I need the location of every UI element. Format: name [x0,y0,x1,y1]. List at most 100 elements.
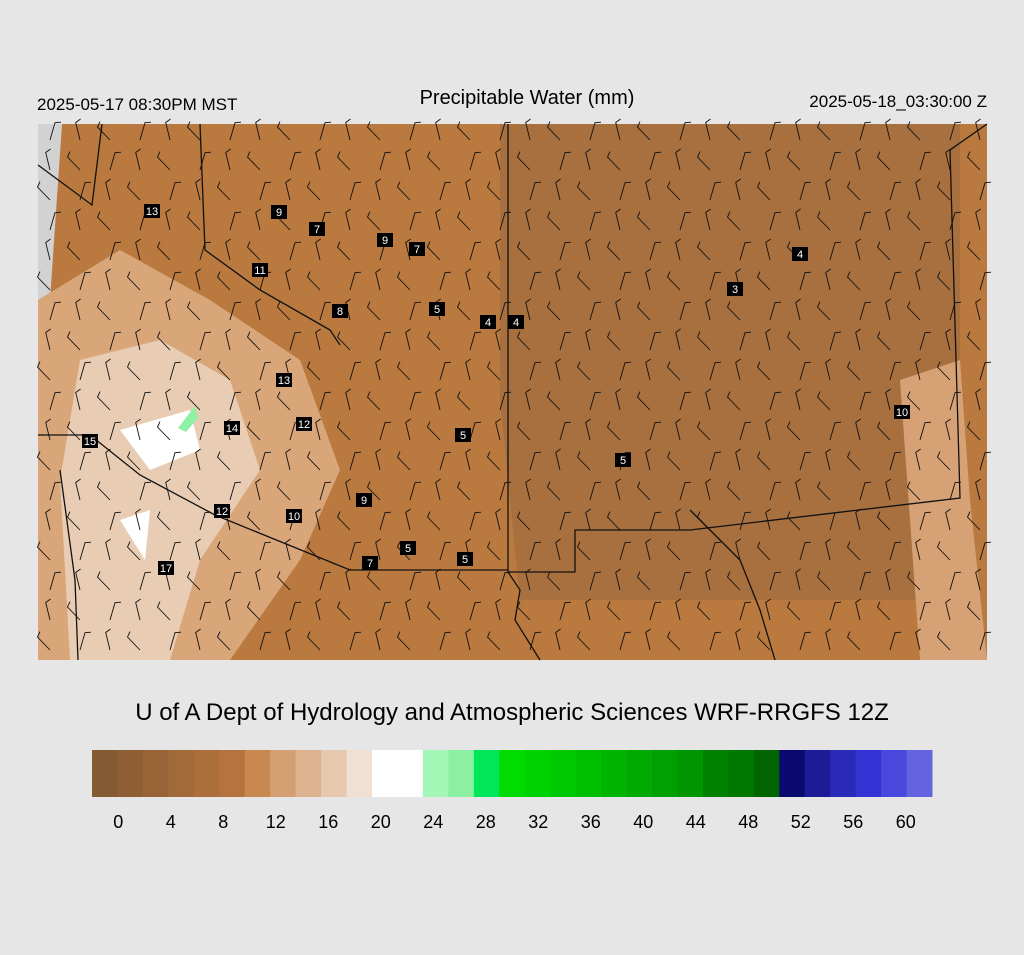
wind-barb [829,151,842,171]
wind-barb [96,211,111,231]
label-box [276,373,292,387]
colorbar-swatch [499,750,526,797]
wind-barb [109,421,122,441]
wind-barb [979,361,992,381]
wind-barb [906,211,921,231]
wind-barb [465,358,471,381]
wind-barb [859,301,872,321]
wind-barb [409,211,422,231]
wind-barb [756,271,771,291]
wind-barb [696,241,711,261]
wind-barb [636,301,651,321]
wind-barb [606,331,621,351]
colorbar-swatch [142,750,169,797]
wind-barb [915,628,921,651]
wind-barbs [36,118,992,651]
wind-barb [825,268,831,291]
wind-barb [966,511,981,531]
wind-barb [675,508,681,531]
wind-barb [289,241,302,261]
wind-barb [945,328,951,351]
wind-barb [315,328,321,351]
wind-barb [859,211,872,231]
wind-barb [636,211,651,231]
wind-barb [949,481,962,501]
wind-barb [966,421,981,441]
wind-barb [546,481,561,501]
wind-barb [966,601,981,621]
wind-barb [795,118,801,141]
colorbar-swatch [117,750,144,797]
colorbar-swatch [193,750,220,797]
wind-barb [619,271,632,291]
wind-barb [135,418,141,441]
wind-barb [169,271,182,291]
wind-barb [619,181,632,201]
wind-barb [156,511,171,531]
wind-barb [855,328,861,351]
wind-barb [405,598,411,621]
wind-barb [649,331,662,351]
map-label: 5 [434,304,440,316]
label-box [252,263,268,277]
wind-barb [66,241,81,261]
wind-barb [615,388,621,411]
utc-time: 2025-05-18_03:30:00 Z [809,92,987,111]
title: Precipitable Water (mm) [420,87,635,109]
wind-barb [285,628,291,651]
wind-barb [649,241,662,261]
wind-barb [426,151,441,171]
colorbar-swatch [244,750,271,797]
wind-barb [289,151,302,171]
map-label: 4 [797,249,803,261]
wind-barb [396,631,411,651]
colorbar-swatch [346,750,373,797]
map-label: 5 [460,430,466,442]
wind-barb [979,631,992,651]
wind-barb [696,331,711,351]
wind-barb [529,361,542,381]
wind-barb [846,271,861,291]
wind-barb [615,568,621,591]
wind-barb [126,271,141,291]
wind-barb [696,421,711,441]
wind-barb [96,391,111,411]
wind-barb [816,481,831,501]
wind-barb [139,571,152,591]
wind-barb [336,511,351,531]
wind-barb [876,241,891,261]
wind-barb [45,328,51,351]
wind-barb [529,541,542,561]
wind-barb [336,601,351,621]
wind-barb [619,361,632,381]
wind-barb [589,211,602,231]
label-box [894,405,910,419]
wind-barb [36,451,51,471]
wind-barb [559,331,572,351]
wind-barb [559,511,572,531]
wind-barb [825,358,831,381]
wind-barb [319,481,332,501]
wind-barb [495,148,501,171]
wind-barb [435,208,441,231]
wind-barb [739,241,752,261]
wind-barb [546,571,561,591]
colorbar: 0 4 8 12 16 20 24 28 32 36 40 44 48 52 56 60 [92,750,933,832]
wind-barb [49,571,62,591]
wind-barb [705,568,711,591]
wind-barb [315,508,321,531]
wind-barb [765,418,771,441]
wind-barb [199,601,212,621]
wind-barb [409,121,422,141]
wind-barb [426,241,441,261]
wind-barb [336,151,351,171]
colorbar-swatch [652,750,678,797]
wind-barb [645,268,651,291]
wind-barb [426,601,441,621]
wind-barb [975,298,981,321]
wind-barb [366,571,381,591]
wind-barb [45,508,51,531]
wind-barb [216,451,231,471]
wind-barb [619,631,632,651]
wind-barb [255,298,261,321]
